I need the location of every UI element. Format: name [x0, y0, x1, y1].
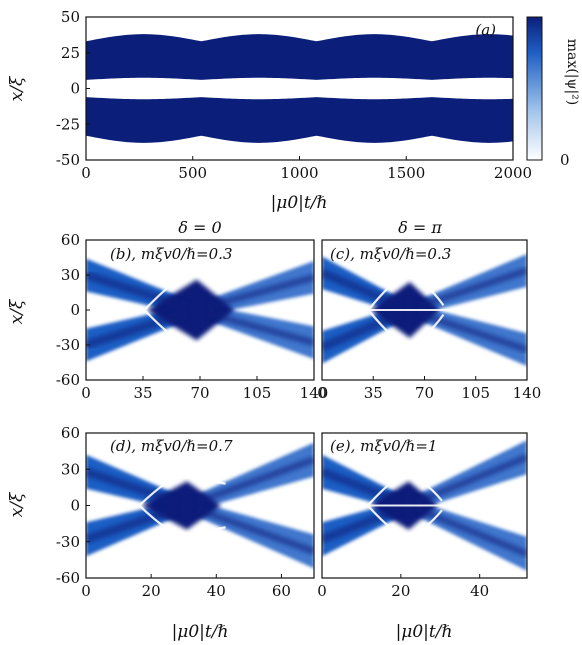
collision-rim [138, 474, 226, 507]
soliton-band-upper [86, 34, 513, 80]
x-tick-label: 140 [300, 384, 329, 402]
y-tick-label: -30 [56, 336, 80, 354]
y-tick-label: 0 [70, 301, 80, 319]
panel-c-annotation: (c), mξv0/ℏ=0.3 [330, 245, 451, 263]
x-tick-label: 40 [470, 582, 489, 600]
soliton-core [86, 467, 179, 507]
soliton-core [322, 504, 402, 544]
x-tick-label: 105 [243, 384, 272, 402]
collision-rim [367, 309, 445, 346]
soliton-core [195, 456, 314, 506]
soliton-core [206, 310, 314, 347]
panel-a-heatmap [86, 34, 513, 143]
panel-e-ticks: 0 20 40 [317, 574, 489, 600]
panel-b-annotation: (b), mξv0/ℏ=0.3 [110, 245, 232, 263]
collision-rim [138, 504, 226, 537]
panel-e: (e), mξv0/ℏ=1 0 20 40 |μ0|t/ℏ [317, 432, 528, 642]
colorbar: max(|ψ|²) 0 [526, 16, 580, 169]
x-tick-label: 70 [190, 384, 209, 402]
x-tick-label: 0 [317, 582, 327, 600]
soliton-core [86, 504, 179, 544]
collision-rim [366, 504, 443, 537]
x-tick-label: 0 [81, 384, 91, 402]
panel-c-heatmap [322, 240, 527, 380]
panel-c-ticks: 0 35 70 105 140 [317, 376, 541, 402]
collision-rim [366, 474, 443, 507]
x-tick-label: 20 [391, 582, 410, 600]
header-delta-pi: δ = π [398, 218, 442, 237]
colorbar-gradient [526, 16, 543, 161]
x-tick-label: 0 [81, 582, 91, 600]
panel-b: δ = 0 (b), mξv0/ℏ=0.3 0 35 70 105 140 60 30 0 -3… [7, 218, 328, 402]
soliton-core [195, 505, 314, 555]
panel-e-heatmap [322, 433, 527, 578]
y-tick-label: 60 [61, 424, 80, 442]
panel-d-annotation: (d), mξv0/ℏ=0.7 [110, 437, 233, 455]
soliton-band-lower [86, 97, 513, 143]
collision-rim [143, 272, 240, 311]
collision-rim [143, 309, 240, 348]
panel-b-ticks: 0 35 70 105 140 60 30 0 -30 -60 [56, 231, 328, 402]
x-tick-label: 140 [513, 384, 542, 402]
collision-rim [367, 274, 445, 311]
panel-b-heatmap [86, 240, 314, 380]
panel-d: (d), mξv0/ℏ=0.7 0 20 40 60 60 30 0 -30 -60 |μ0|t… [7, 424, 315, 642]
y-tick-label: 30 [61, 266, 80, 284]
x-tick-label: 500 [178, 164, 207, 182]
collision-region [146, 279, 235, 341]
x-tick-label: 1500 [387, 164, 425, 182]
colorbar-tick-0: 0 [560, 151, 570, 169]
y-tick-label: 30 [61, 460, 80, 478]
x-tick-label: 35 [133, 384, 152, 402]
soliton-core [417, 310, 527, 353]
y-tick-label: -50 [56, 151, 80, 169]
panel-e-annotation: (e), mξv0/ℏ=1 [330, 437, 437, 455]
soliton-core [86, 270, 188, 311]
panel-d-xlabel: |μ0|t/ℏ [172, 622, 229, 642]
panel-b-ylabel: x/ξ [7, 298, 27, 324]
x-tick-label: 60 [272, 582, 291, 600]
collision-region [141, 481, 222, 530]
colorbar-label: max(|ψ|²) [564, 39, 580, 105]
x-tick-label: 2000 [494, 164, 532, 182]
x-tick-label: 1000 [280, 164, 318, 182]
x-tick-label: 40 [207, 582, 226, 600]
panel-e-xlabel: |μ0|t/ℏ [396, 622, 453, 642]
soliton-core [322, 268, 403, 311]
y-tick-label: -60 [56, 371, 80, 389]
panel-c: δ = π (c), mξv0/ℏ=0.3 0 35 70 105 140 [317, 218, 541, 402]
panel-d-heatmap [86, 433, 314, 578]
soliton-core [322, 467, 402, 507]
y-tick-label: 0 [70, 80, 80, 98]
x-tick-label: 0 [81, 164, 91, 182]
x-tick-label: 70 [415, 384, 434, 402]
y-tick-label: -30 [56, 533, 80, 551]
soliton-core [86, 309, 188, 350]
soliton-core [417, 267, 527, 310]
y-tick-label: 0 [70, 497, 80, 515]
panel-d-ylabel: x/ξ [7, 491, 27, 517]
y-tick-label: 25 [61, 44, 80, 62]
soliton-core [206, 273, 314, 310]
y-tick-label: 50 [61, 8, 80, 26]
panel-a-label: (a) [475, 21, 496, 39]
soliton-core [322, 309, 403, 352]
x-tick-label: 35 [364, 384, 383, 402]
x-tick-label: 20 [142, 582, 161, 600]
panel-d-ticks: 0 20 40 60 60 30 0 -30 -60 [56, 424, 291, 600]
panel-a-ticks: 0 500 1000 1500 2000 50 25 0 -25 -50 [56, 8, 532, 182]
y-tick-label: -60 [56, 569, 80, 587]
panel-e-frame [321, 432, 528, 579]
y-tick-label: -25 [56, 115, 80, 133]
x-tick-label: 105 [461, 384, 490, 402]
header-delta-0: δ = 0 [178, 218, 221, 237]
x-tick-label: 0 [317, 384, 327, 402]
y-tick-label: 60 [61, 231, 80, 249]
panel-a-xlabel: |μ0|t/ℏ [271, 193, 328, 213]
panel-a-ylabel: x/ξ [7, 75, 27, 101]
